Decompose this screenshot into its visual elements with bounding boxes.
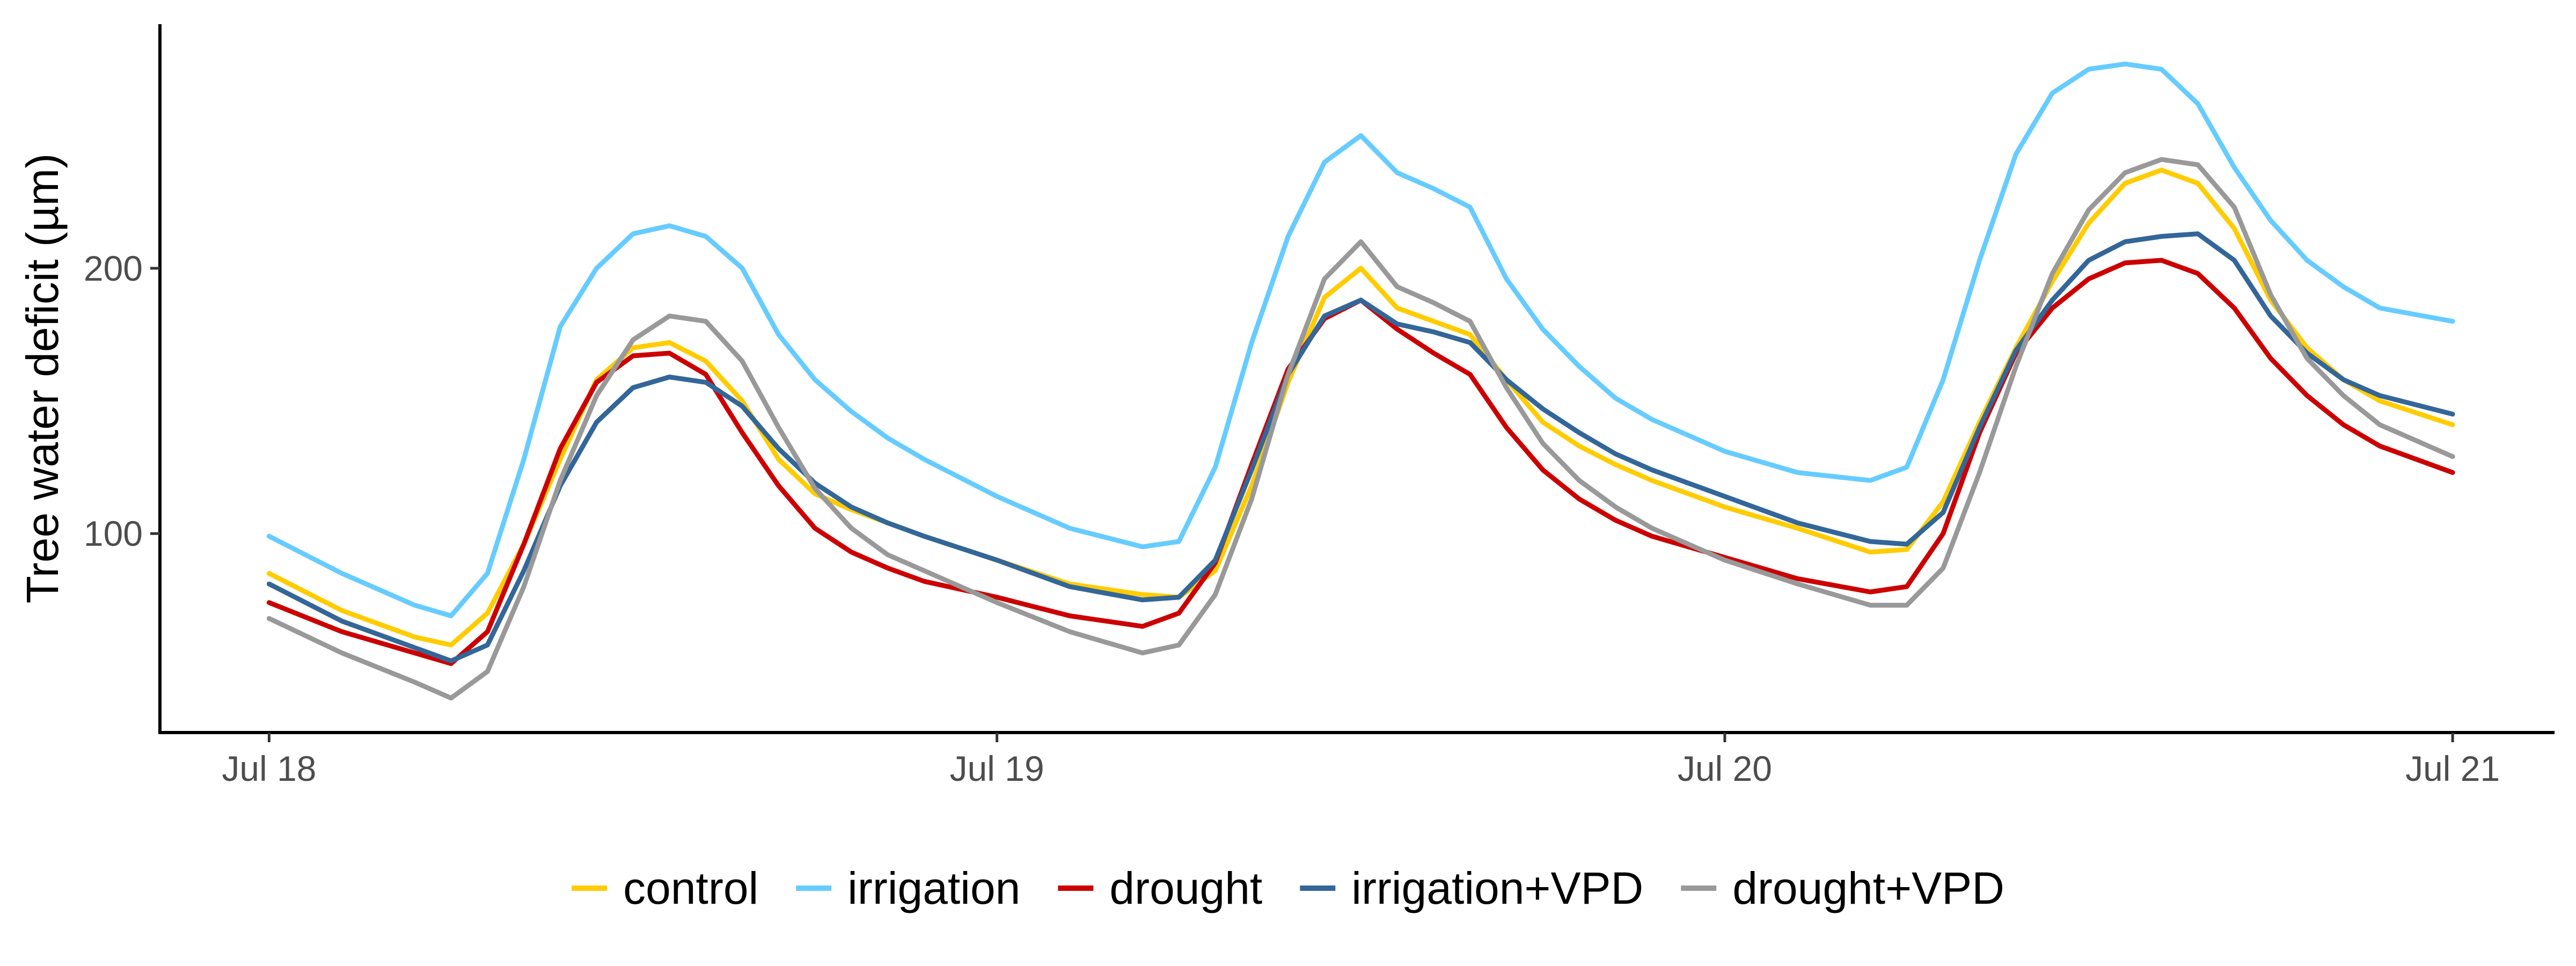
y-tick-label: 100 (84, 514, 143, 553)
legend-label: irrigation+VPD (1351, 863, 1643, 913)
legend-item: irrigation (796, 863, 1020, 913)
legend-item: irrigation+VPD (1300, 863, 1643, 913)
x-tick-label: Jul 19 (950, 749, 1044, 788)
axes: 100 200 Jul 18 Jul 19 Jul 20 Jul 21 Tree water… (17, 24, 2555, 788)
x-tick-label: Jul 18 (222, 749, 316, 788)
legend-label: drought (1109, 863, 1262, 913)
x-tick-label: Jul 21 (2405, 749, 2500, 788)
y-axis-title: Tree water deficit (µm) (17, 153, 68, 604)
legend-label: drought+VPD (1732, 863, 2004, 913)
legend-label: irrigation (847, 863, 1020, 913)
legend-item: control (572, 863, 758, 913)
series-line-irrigation (266, 61, 2455, 618)
series-line-drought (266, 258, 2455, 666)
series-line-irrigation-vpd (266, 231, 2455, 663)
series-line-drought-vpd (266, 157, 2455, 701)
legend-item: drought (1058, 863, 1262, 913)
series-lines (266, 61, 2455, 701)
legend: control irrigation drought irrigation+VPD dr… (572, 863, 2004, 913)
legend-label: control (623, 863, 758, 913)
series-line-control (266, 167, 2455, 648)
x-tick-label: Jul 20 (1678, 749, 1772, 788)
legend-item: drought+VPD (1681, 863, 2004, 913)
y-tick-label: 200 (84, 248, 143, 288)
